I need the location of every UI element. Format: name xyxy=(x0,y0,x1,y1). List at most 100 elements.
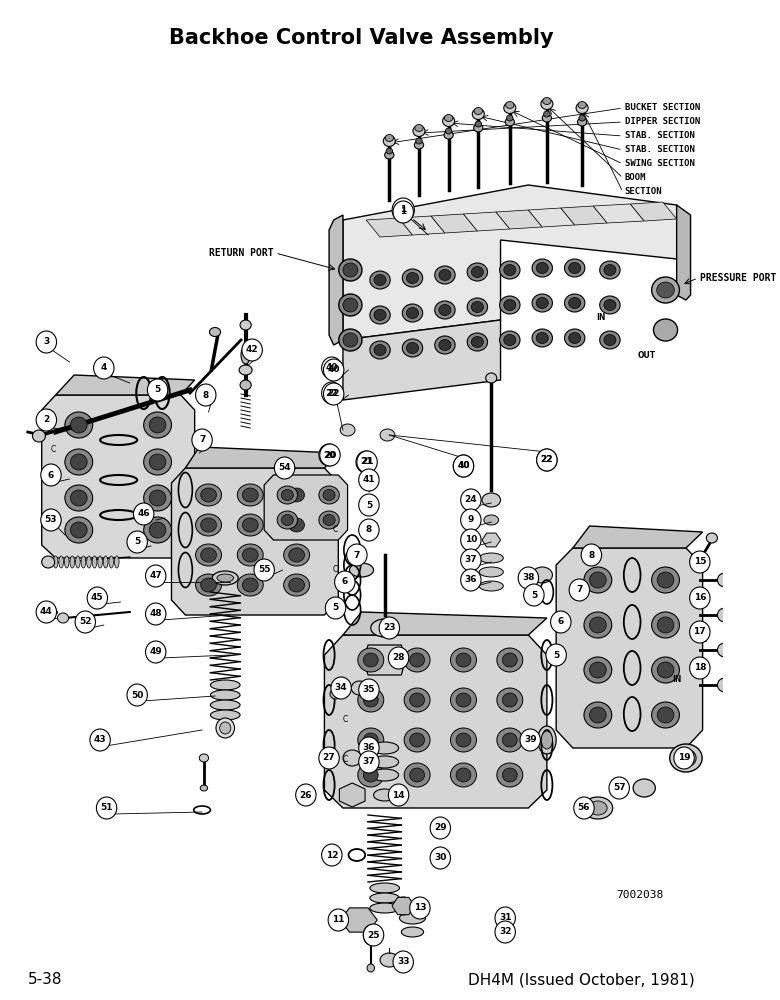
Ellipse shape xyxy=(467,333,488,351)
Polygon shape xyxy=(399,216,445,235)
Circle shape xyxy=(461,509,481,531)
Ellipse shape xyxy=(200,578,216,592)
Ellipse shape xyxy=(200,518,216,532)
Ellipse shape xyxy=(633,779,655,797)
Text: 10: 10 xyxy=(465,536,477,544)
Ellipse shape xyxy=(343,750,361,766)
Text: STAB. SECTION: STAB. SECTION xyxy=(625,145,695,154)
Ellipse shape xyxy=(675,749,696,767)
Ellipse shape xyxy=(284,544,310,566)
Ellipse shape xyxy=(363,653,378,667)
Ellipse shape xyxy=(76,556,80,568)
Circle shape xyxy=(581,544,601,566)
Polygon shape xyxy=(339,783,365,807)
Ellipse shape xyxy=(399,912,425,924)
Circle shape xyxy=(321,357,342,379)
Ellipse shape xyxy=(579,115,585,121)
Circle shape xyxy=(461,569,481,591)
Circle shape xyxy=(359,469,379,491)
Ellipse shape xyxy=(471,336,484,348)
Circle shape xyxy=(335,571,355,593)
Ellipse shape xyxy=(385,134,393,141)
Ellipse shape xyxy=(439,304,451,316)
Text: 28: 28 xyxy=(392,654,405,662)
Ellipse shape xyxy=(577,118,587,126)
Ellipse shape xyxy=(370,903,399,913)
Circle shape xyxy=(275,457,295,479)
Circle shape xyxy=(346,544,367,566)
Circle shape xyxy=(242,339,262,361)
Ellipse shape xyxy=(584,612,612,638)
Text: 35: 35 xyxy=(363,686,375,694)
Text: 11: 11 xyxy=(332,916,345,924)
Circle shape xyxy=(461,489,481,511)
Ellipse shape xyxy=(718,608,732,622)
Ellipse shape xyxy=(416,138,422,144)
Text: 27: 27 xyxy=(323,754,335,762)
Text: C: C xyxy=(702,636,707,645)
Ellipse shape xyxy=(284,574,310,596)
Ellipse shape xyxy=(149,522,166,538)
Ellipse shape xyxy=(569,332,581,344)
Ellipse shape xyxy=(442,115,455,126)
Ellipse shape xyxy=(289,518,304,532)
Text: 22: 22 xyxy=(328,389,340,398)
Ellipse shape xyxy=(500,296,520,314)
Circle shape xyxy=(133,503,154,525)
Ellipse shape xyxy=(651,612,679,638)
Circle shape xyxy=(319,444,339,466)
Text: 9: 9 xyxy=(468,516,474,524)
Text: 39: 39 xyxy=(524,736,537,744)
Text: C: C xyxy=(333,526,339,534)
Ellipse shape xyxy=(370,341,390,359)
Ellipse shape xyxy=(115,556,119,568)
Ellipse shape xyxy=(532,294,552,312)
Polygon shape xyxy=(630,202,677,221)
Circle shape xyxy=(569,579,590,601)
Ellipse shape xyxy=(600,296,620,314)
Ellipse shape xyxy=(565,259,585,277)
Ellipse shape xyxy=(505,102,514,108)
Ellipse shape xyxy=(532,259,552,277)
Text: STAB. SECTION: STAB. SECTION xyxy=(625,131,695,140)
Ellipse shape xyxy=(451,688,477,712)
Ellipse shape xyxy=(65,412,93,438)
Circle shape xyxy=(520,729,541,751)
Ellipse shape xyxy=(240,380,251,390)
Ellipse shape xyxy=(149,490,166,506)
Circle shape xyxy=(363,924,384,946)
Text: BUCKET SECTION: BUCKET SECTION xyxy=(625,104,700,112)
Text: 7: 7 xyxy=(576,585,583,594)
Ellipse shape xyxy=(410,733,424,747)
Ellipse shape xyxy=(339,329,362,351)
Ellipse shape xyxy=(569,298,581,308)
Ellipse shape xyxy=(65,449,93,475)
Circle shape xyxy=(196,384,216,406)
Text: 17: 17 xyxy=(693,628,706,637)
Ellipse shape xyxy=(434,336,455,354)
Ellipse shape xyxy=(216,718,235,738)
Ellipse shape xyxy=(289,548,304,562)
Ellipse shape xyxy=(243,518,258,532)
Polygon shape xyxy=(463,212,510,231)
Ellipse shape xyxy=(33,430,45,442)
Ellipse shape xyxy=(406,342,419,354)
Circle shape xyxy=(254,559,275,581)
Ellipse shape xyxy=(410,653,424,667)
Text: 5-38: 5-38 xyxy=(28,972,62,988)
Text: 41: 41 xyxy=(363,476,375,485)
Ellipse shape xyxy=(651,702,679,728)
Ellipse shape xyxy=(536,262,548,273)
Circle shape xyxy=(328,909,349,931)
Polygon shape xyxy=(343,612,547,635)
Ellipse shape xyxy=(406,308,419,318)
Circle shape xyxy=(319,747,339,769)
Ellipse shape xyxy=(456,768,471,782)
Text: 22: 22 xyxy=(325,388,338,397)
Ellipse shape xyxy=(497,728,523,752)
Ellipse shape xyxy=(502,653,517,667)
Circle shape xyxy=(359,751,379,773)
Circle shape xyxy=(453,455,473,477)
Polygon shape xyxy=(343,185,686,340)
Text: C: C xyxy=(50,446,55,454)
